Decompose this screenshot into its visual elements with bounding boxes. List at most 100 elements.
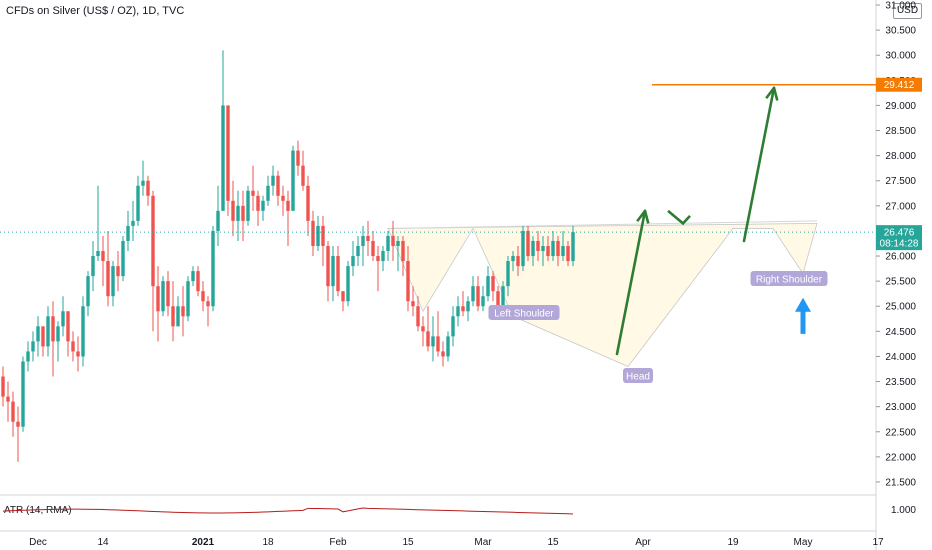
candle[interactable] bbox=[111, 261, 115, 307]
candle[interactable] bbox=[136, 175, 140, 226]
candle[interactable] bbox=[541, 235, 545, 267]
candle[interactable] bbox=[41, 326, 45, 357]
candle[interactable] bbox=[46, 306, 50, 357]
candle[interactable] bbox=[371, 230, 375, 262]
candle[interactable] bbox=[231, 180, 235, 236]
candle[interactable] bbox=[471, 276, 475, 307]
candle[interactable] bbox=[156, 266, 160, 342]
candle[interactable] bbox=[81, 296, 85, 367]
candle[interactable] bbox=[331, 246, 335, 302]
candle[interactable] bbox=[456, 296, 460, 327]
candle[interactable] bbox=[256, 190, 260, 226]
candle[interactable] bbox=[526, 225, 530, 262]
candle[interactable] bbox=[531, 235, 535, 267]
candle[interactable] bbox=[86, 271, 90, 317]
candle[interactable] bbox=[126, 210, 130, 252]
candle[interactable] bbox=[281, 185, 285, 216]
pattern-label[interactable]: Left Shoulder bbox=[488, 305, 560, 320]
candle[interactable] bbox=[26, 341, 30, 372]
candle[interactable] bbox=[1, 366, 5, 407]
candle[interactable] bbox=[426, 306, 430, 352]
candle[interactable] bbox=[351, 240, 355, 277]
candle[interactable] bbox=[266, 175, 270, 206]
candle[interactable] bbox=[521, 225, 525, 272]
candle[interactable] bbox=[101, 235, 105, 287]
candle[interactable] bbox=[411, 286, 415, 317]
candle[interactable] bbox=[441, 341, 445, 367]
candle[interactable] bbox=[151, 190, 155, 332]
candle[interactable] bbox=[161, 276, 165, 317]
candle[interactable] bbox=[191, 266, 195, 287]
candle[interactable] bbox=[276, 170, 280, 206]
candle[interactable] bbox=[436, 311, 440, 357]
projection-arrow-short[interactable] bbox=[615, 209, 650, 356]
candle[interactable] bbox=[461, 291, 465, 317]
candle[interactable] bbox=[391, 220, 395, 262]
candle[interactable] bbox=[451, 306, 455, 347]
candle[interactable] bbox=[291, 145, 295, 211]
candle[interactable] bbox=[321, 215, 325, 267]
candle[interactable] bbox=[421, 316, 425, 347]
candle[interactable] bbox=[546, 235, 550, 262]
candle[interactable] bbox=[121, 235, 125, 282]
candle[interactable] bbox=[11, 391, 15, 437]
candle[interactable] bbox=[506, 256, 510, 297]
candle[interactable] bbox=[366, 220, 370, 257]
candle[interactable] bbox=[381, 246, 385, 272]
candle[interactable] bbox=[476, 276, 480, 312]
candle[interactable] bbox=[196, 266, 200, 297]
candle[interactable] bbox=[566, 240, 570, 267]
candle[interactable] bbox=[251, 165, 255, 211]
candle[interactable] bbox=[316, 215, 320, 252]
candle[interactable] bbox=[486, 266, 490, 302]
candle[interactable] bbox=[166, 271, 170, 317]
candle[interactable] bbox=[511, 251, 515, 272]
candle[interactable] bbox=[466, 296, 470, 322]
candle[interactable] bbox=[401, 235, 405, 277]
candle[interactable] bbox=[31, 331, 35, 362]
candle[interactable] bbox=[416, 296, 420, 332]
candle[interactable] bbox=[361, 225, 365, 267]
candle[interactable] bbox=[336, 246, 340, 297]
candle[interactable] bbox=[311, 210, 315, 257]
candle[interactable] bbox=[201, 281, 205, 312]
atr-line[interactable] bbox=[2, 507, 574, 515]
candle[interactable] bbox=[536, 230, 540, 262]
candle[interactable] bbox=[171, 281, 175, 342]
candle[interactable] bbox=[286, 190, 290, 246]
candle[interactable] bbox=[376, 246, 380, 292]
candle[interactable] bbox=[116, 251, 120, 292]
candle[interactable] bbox=[226, 105, 230, 216]
candle[interactable] bbox=[181, 286, 185, 337]
candle[interactable] bbox=[261, 195, 265, 221]
atr-indicator-label[interactable]: ATR (14, RMA) bbox=[4, 505, 72, 516]
candle[interactable] bbox=[76, 336, 80, 372]
candle[interactable] bbox=[241, 190, 245, 241]
candle[interactable] bbox=[481, 286, 485, 312]
candle[interactable] bbox=[341, 291, 345, 312]
candle[interactable] bbox=[211, 225, 215, 312]
candle[interactable] bbox=[91, 240, 95, 292]
candle[interactable] bbox=[556, 235, 560, 267]
candle[interactable] bbox=[551, 230, 555, 262]
candle[interactable] bbox=[36, 316, 40, 357]
candle[interactable] bbox=[96, 185, 100, 262]
candle[interactable] bbox=[296, 140, 300, 176]
candle[interactable] bbox=[216, 185, 220, 246]
candle[interactable] bbox=[176, 296, 180, 327]
currency-unit-label[interactable]: USD bbox=[893, 3, 922, 19]
candle[interactable] bbox=[221, 50, 225, 211]
candle[interactable] bbox=[16, 406, 20, 462]
pattern-label[interactable]: Right Shoulder bbox=[750, 271, 828, 286]
candle[interactable] bbox=[301, 150, 305, 191]
candle[interactable] bbox=[206, 296, 210, 327]
candle[interactable] bbox=[446, 331, 450, 362]
candle[interactable] bbox=[141, 160, 145, 196]
candle[interactable] bbox=[61, 296, 65, 337]
candle[interactable] bbox=[6, 381, 10, 422]
projection-arrow-target[interactable] bbox=[742, 86, 779, 243]
candle[interactable] bbox=[561, 230, 565, 262]
candle[interactable] bbox=[356, 235, 360, 267]
